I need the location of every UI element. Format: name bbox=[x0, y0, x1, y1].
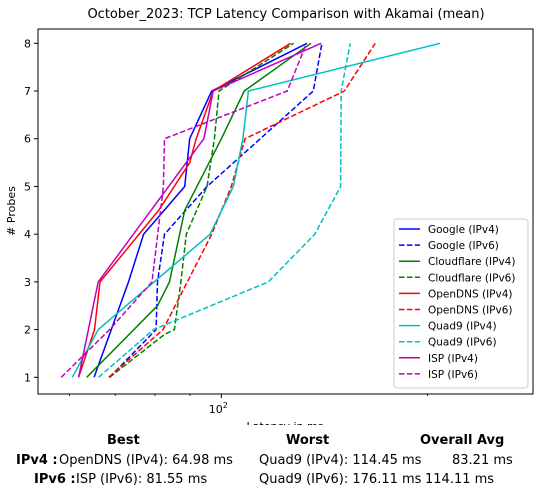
summary-ipv6-label: IPv6 : bbox=[34, 472, 76, 487]
legend-label-isp-ipv6: ISP (IPv6) bbox=[428, 369, 478, 381]
summary-ipv6-overall: 114.11 ms bbox=[425, 472, 495, 487]
summary-header-best: Best bbox=[107, 433, 140, 448]
y-tick-label: 2 bbox=[24, 324, 31, 337]
summary-header-overall: Overall Avg bbox=[420, 433, 505, 448]
series-line-opendns-ipv6 bbox=[108, 42, 376, 378]
series-line-cloudflare-ipv4 bbox=[86, 42, 312, 378]
legend-label-quad9-ipv6: Quad9 (IPv6) bbox=[428, 337, 497, 349]
series-line-quad9-ipv4 bbox=[71, 42, 441, 378]
summary-ipv4-overall: 83.21 ms bbox=[452, 453, 513, 468]
legend: Google (IPv4) Google (IPv6) Cloudflare (IP… bbox=[393, 218, 529, 389]
y-tick-label: 4 bbox=[24, 228, 31, 241]
y-tick-label: 1 bbox=[24, 371, 31, 384]
latency-chart: October_2023: TCP Latency Comparison wit… bbox=[5, 7, 534, 425]
series-line-google-ipv6 bbox=[109, 43, 323, 378]
series-layer bbox=[60, 42, 441, 378]
summary-ipv4-worst: Quad9 (IPv4): 114.45 ms bbox=[259, 453, 422, 468]
legend-label-google-ipv4: Google (IPv4) bbox=[428, 224, 499, 236]
x-tick-label: 102 bbox=[209, 401, 228, 416]
legend-label-cloudflare-ipv6: Cloudflare (IPv6) bbox=[428, 272, 515, 284]
series-line-google-ipv4 bbox=[93, 42, 308, 378]
summary-header-worst: Worst bbox=[286, 433, 330, 448]
legend-label-opendns-ipv6: OpenDNS (IPv6) bbox=[428, 305, 513, 317]
legend-label-quad9-ipv4: Quad9 (IPv4) bbox=[428, 321, 497, 333]
summary-ipv4-best: OpenDNS (IPv4): 64.98 ms bbox=[59, 453, 233, 468]
legend-label-cloudflare-ipv4: Cloudflare (IPv4) bbox=[428, 256, 515, 268]
summary-ipv4-label: IPv4 : bbox=[16, 453, 58, 468]
legend-label-isp-ipv4: ISP (IPv4) bbox=[428, 353, 478, 365]
y-tick-label: 6 bbox=[24, 133, 31, 146]
y-tick-label: 5 bbox=[24, 180, 31, 193]
y-tick-label: 3 bbox=[24, 276, 31, 289]
tick-layer: 1 2 3 4 5 6 7 8 102 bbox=[24, 37, 429, 416]
series-line-cloudflare-ipv6 bbox=[109, 42, 295, 378]
legend-label-google-ipv6: Google (IPv6) bbox=[428, 240, 499, 252]
summary-ipv6-worst: Quad9 (IPv6): 176.11 ms bbox=[259, 472, 422, 487]
series-line-isp-ipv4 bbox=[77, 42, 322, 378]
series-line-quad9-ipv6 bbox=[98, 43, 351, 378]
y-axis-label: # Probes bbox=[5, 186, 18, 236]
series-line-isp-ipv6 bbox=[60, 43, 308, 378]
y-tick-label: 7 bbox=[24, 85, 31, 98]
x-axis-label: Latency in ms bbox=[247, 420, 324, 425]
series-line-opendns-ipv4 bbox=[77, 42, 291, 378]
y-tick-label: 8 bbox=[24, 37, 31, 50]
legend-label-opendns-ipv4: OpenDNS (IPv4) bbox=[428, 288, 513, 300]
chart-title: October_2023: TCP Latency Comparison wit… bbox=[87, 7, 484, 22]
summary-ipv6-best: ISP (IPv6): 81.55 ms bbox=[76, 472, 208, 487]
legend-box bbox=[393, 218, 529, 389]
